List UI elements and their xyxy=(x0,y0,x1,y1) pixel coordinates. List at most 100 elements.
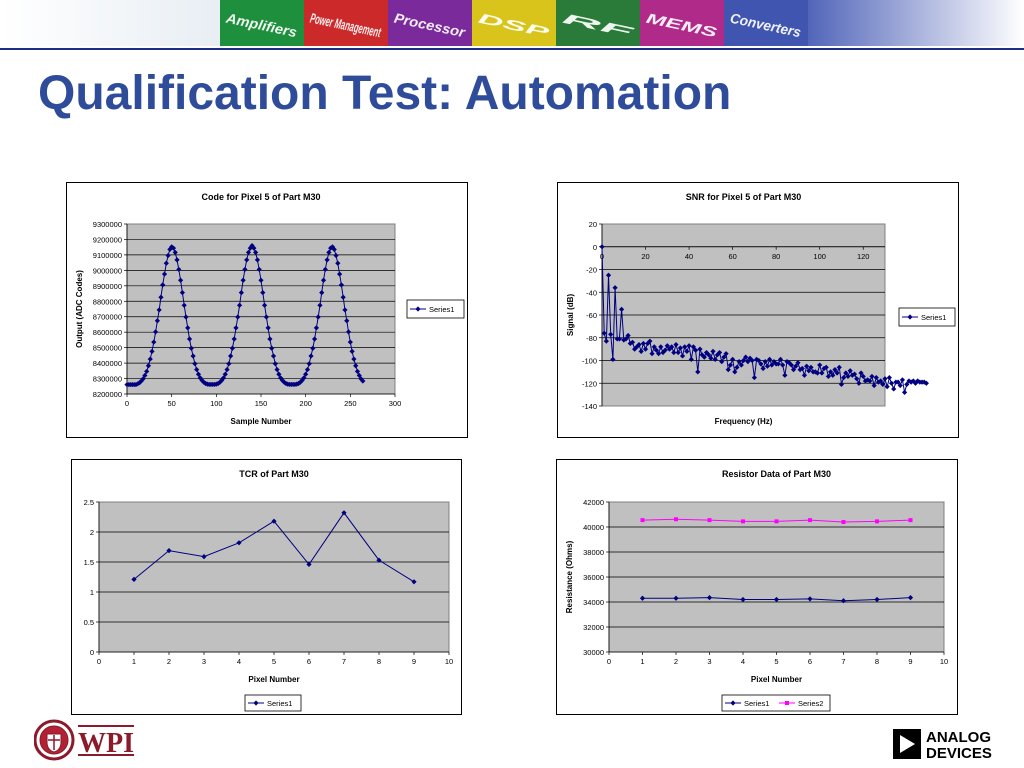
x-tick-label: 100 xyxy=(813,252,826,261)
data-point xyxy=(324,257,330,263)
x-tick-label: 20 xyxy=(641,252,649,261)
data-point xyxy=(235,314,241,320)
data-point xyxy=(804,363,810,369)
legend: Series1 xyxy=(244,694,302,712)
data-point xyxy=(636,341,642,348)
data-point xyxy=(884,384,890,390)
y-axis-label: Signal (dB) xyxy=(566,294,575,337)
x-axis-label: Pixel Number xyxy=(751,675,802,684)
data-point xyxy=(875,519,879,524)
x-tick-label: 6 xyxy=(307,657,311,666)
data-point xyxy=(627,340,633,347)
data-point xyxy=(333,252,339,259)
legend-box xyxy=(721,694,831,712)
data-point xyxy=(819,370,825,376)
y-tick-label: 8600000 xyxy=(93,328,122,337)
data-point xyxy=(662,347,668,353)
chart-title: Code for Pixel 5 of Part M30 xyxy=(201,192,320,202)
legend-label: Series2 xyxy=(798,699,823,708)
data-point xyxy=(751,374,757,381)
banner-tile xyxy=(304,0,388,46)
data-point xyxy=(814,370,821,376)
data-point xyxy=(271,518,277,524)
data-point xyxy=(908,379,914,385)
data-point xyxy=(170,245,177,251)
data-point xyxy=(891,386,897,392)
slide-title: Qualification Test: Automation xyxy=(38,67,732,120)
data-point xyxy=(192,361,198,367)
data-point xyxy=(181,302,187,308)
banner-tile xyxy=(472,0,556,46)
y-tick-label: 36000 xyxy=(583,573,604,582)
legend-box xyxy=(898,307,956,327)
analog-devices-logo: ANALOG DEVICES xyxy=(893,729,992,761)
data-point xyxy=(860,373,866,380)
x-tick-label: 200 xyxy=(299,399,312,408)
y-tick-label: 40000 xyxy=(583,523,604,532)
data-point xyxy=(807,596,813,602)
y-tick-label: -80 xyxy=(586,334,597,343)
data-point xyxy=(306,561,312,567)
data-point xyxy=(907,314,913,320)
y-tick-label: -20 xyxy=(586,266,597,275)
data-point xyxy=(915,378,921,384)
data-point xyxy=(186,336,193,342)
x-tick-label: 120 xyxy=(857,252,870,261)
data-point xyxy=(340,294,346,300)
data-point xyxy=(338,282,344,288)
legend-label: Series1 xyxy=(267,699,292,708)
banner-tile xyxy=(388,0,472,46)
data-point xyxy=(899,377,906,383)
data-point xyxy=(695,369,701,375)
data-point xyxy=(599,244,605,250)
data-point xyxy=(843,370,849,376)
data-point xyxy=(236,540,242,546)
y-tick-label: 9200000 xyxy=(93,235,122,244)
x-tick-label: 100 xyxy=(210,399,223,408)
data-point xyxy=(841,374,847,381)
chart-title: SNR for Pixel 5 of Part M30 xyxy=(686,192,802,202)
data-point xyxy=(673,341,679,348)
data-point xyxy=(349,348,355,354)
y-tick-label: -40 xyxy=(586,288,597,297)
data-point xyxy=(138,378,144,384)
y-tick-label: 1.5 xyxy=(84,558,94,567)
y-tick-label: 8900000 xyxy=(93,282,122,291)
y-tick-label: 34000 xyxy=(583,598,604,607)
y-tick-label: 8700000 xyxy=(93,313,122,322)
data-point xyxy=(640,340,646,347)
series-1 xyxy=(639,595,914,604)
data-point xyxy=(308,353,314,359)
data-point xyxy=(830,372,836,378)
y-tick-label: -120 xyxy=(582,379,597,388)
x-tick-label: 250 xyxy=(344,399,357,408)
banner-tile xyxy=(556,0,640,46)
data-point xyxy=(673,595,679,601)
legend: Series1 Series2 xyxy=(721,694,831,712)
data-point xyxy=(777,356,784,362)
series-2 xyxy=(640,517,913,524)
data-point xyxy=(740,357,747,364)
x-tick-label: 6 xyxy=(808,657,812,666)
chart-title: Resistor Data of Part M30 xyxy=(722,469,831,479)
data-point xyxy=(251,245,257,251)
data-point xyxy=(734,364,740,370)
data-point xyxy=(886,374,892,381)
plot-area xyxy=(98,501,450,653)
x-tick-label: 10 xyxy=(445,657,453,666)
data-point xyxy=(642,346,649,352)
x-tick-label: 0 xyxy=(607,657,611,666)
adi-wordmark-line2: DEVICES xyxy=(926,745,992,761)
y-tick-label: 9300000 xyxy=(93,220,122,229)
data-point xyxy=(740,596,746,603)
y-tick-label: 8400000 xyxy=(93,359,122,368)
x-tick-label: 9 xyxy=(908,657,912,666)
data-point xyxy=(880,381,886,387)
data-point xyxy=(847,368,853,374)
x-tick-label: 5 xyxy=(272,657,276,666)
data-point xyxy=(313,325,319,331)
x-tick-label: 8 xyxy=(377,657,381,666)
data-point xyxy=(808,364,814,370)
x-tick-label: 1 xyxy=(132,657,136,666)
data-point xyxy=(341,510,347,516)
